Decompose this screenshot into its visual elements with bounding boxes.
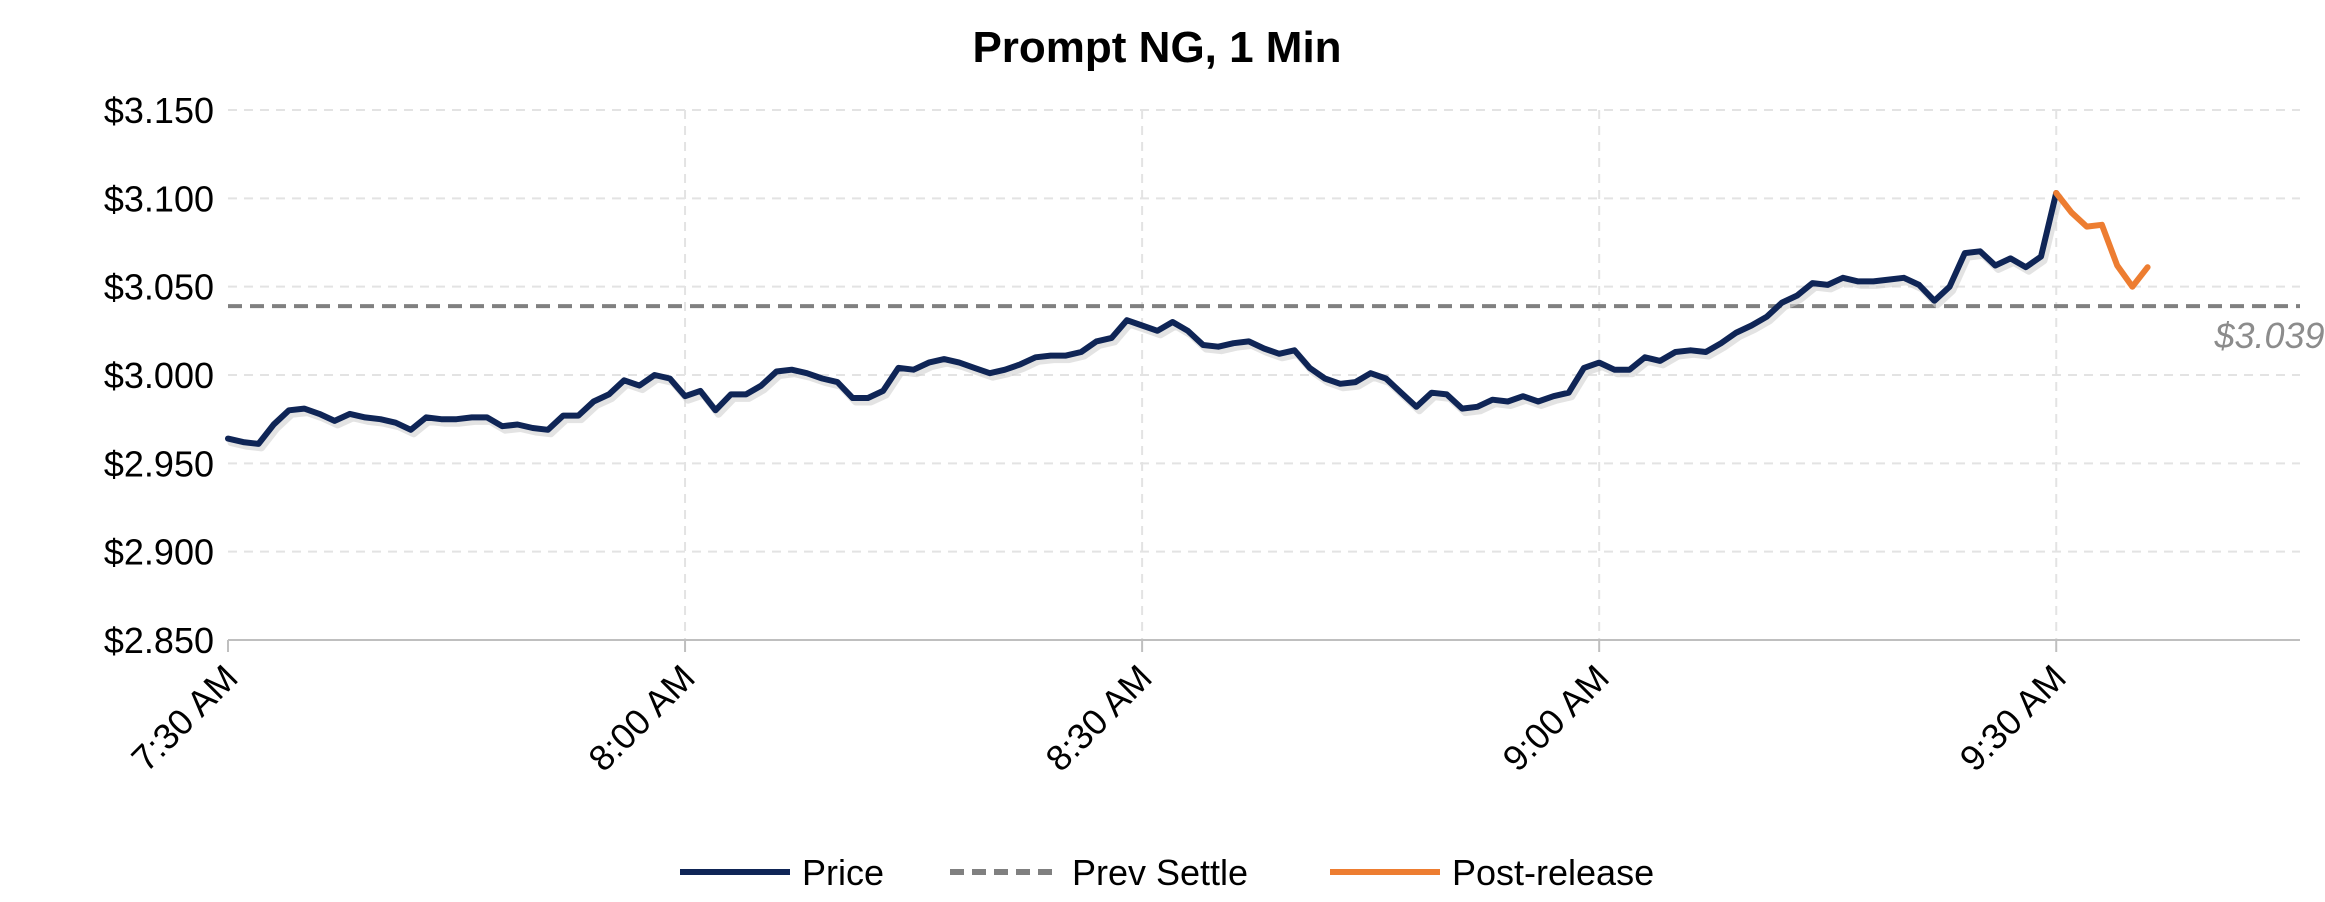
y-tick-labels: $2.850 $2.900 $2.950 $3.000 $3.050 $3.100 $3.1… bbox=[104, 90, 214, 661]
x-tick-label: 8:00 AM bbox=[580, 657, 702, 779]
legend-label: Prev Settle bbox=[1072, 852, 1248, 893]
x-tick-label: 9:30 AM bbox=[1951, 657, 2073, 779]
y-tick-label: $3.100 bbox=[104, 178, 214, 219]
legend: Price Prev Settle Post-release bbox=[680, 852, 1654, 893]
y-tick-label: $2.950 bbox=[104, 443, 214, 484]
legend-label: Post-release bbox=[1452, 852, 1654, 893]
legend-item-price: Price bbox=[680, 852, 884, 893]
x-tick-labels: 7:30 AM 8:00 AM 8:30 AM 9:00 AM 9:30 AM bbox=[123, 657, 2074, 779]
y-tick-label: $3.150 bbox=[104, 90, 214, 131]
price-line-shadow bbox=[227, 193, 2063, 452]
x-tick-label: 9:00 AM bbox=[1494, 657, 1616, 779]
axes bbox=[227, 639, 2300, 652]
gridlines bbox=[228, 109, 2300, 640]
x-tick-label: 8:30 AM bbox=[1037, 657, 1159, 779]
y-tick-label: $3.000 bbox=[104, 355, 214, 396]
legend-label: Price bbox=[802, 852, 884, 893]
y-tick-label: $2.850 bbox=[104, 620, 214, 661]
y-tick-label: $3.050 bbox=[104, 267, 214, 308]
chart-title: Prompt NG, 1 Min bbox=[972, 23, 1341, 72]
legend-item-post-release: Post-release bbox=[1330, 852, 1654, 893]
price-line bbox=[225, 190, 2060, 447]
series bbox=[225, 190, 2300, 452]
annotations: $3.039 bbox=[2213, 315, 2324, 356]
x-tick-label: 7:30 AM bbox=[123, 657, 245, 779]
prev-settle-label: $3.039 bbox=[2213, 315, 2324, 356]
post-release-line bbox=[2053, 190, 2151, 290]
y-tick-label: $2.900 bbox=[104, 532, 214, 573]
legend-item-prev-settle: Prev Settle bbox=[950, 852, 1248, 893]
